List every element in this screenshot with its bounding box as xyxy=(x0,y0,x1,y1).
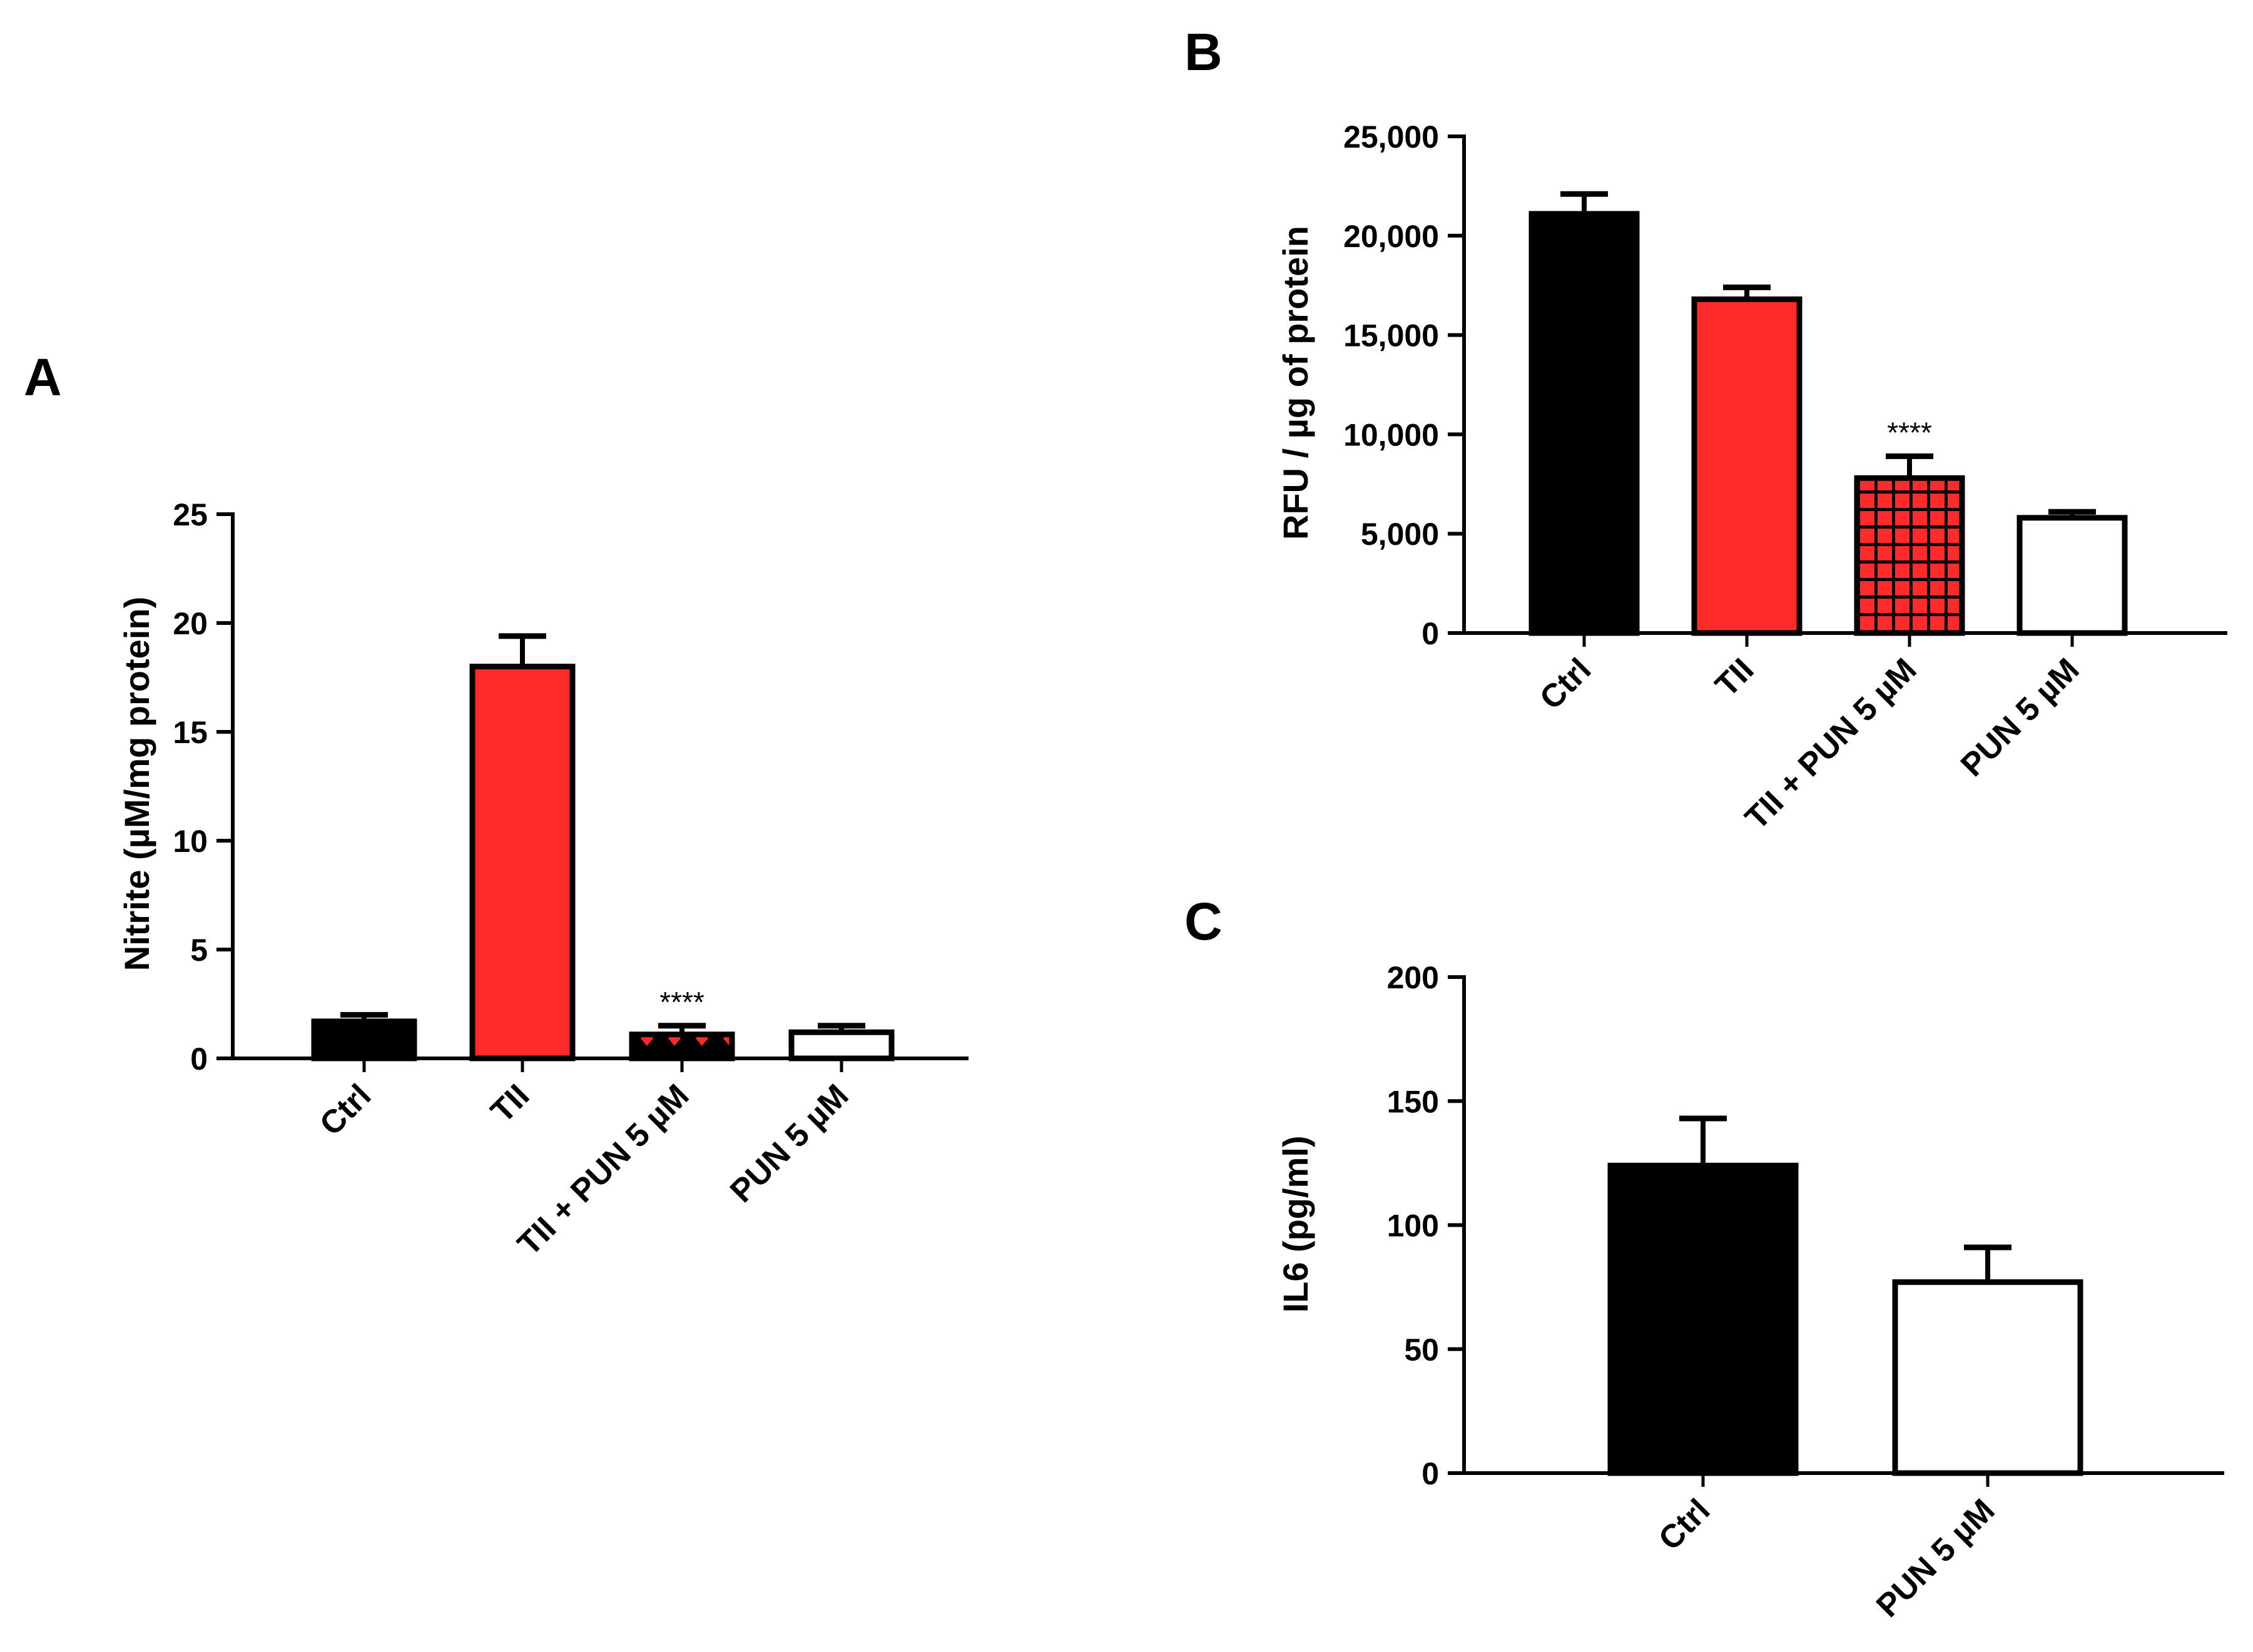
panel-label-a: A xyxy=(24,348,62,407)
panel-a-y-tick-label: 15 xyxy=(173,715,208,750)
panel-label-c: C xyxy=(1184,892,1223,951)
panel-b-category-label: TII + PUN 5 µM xyxy=(1738,651,1923,836)
panel-b-category-label: PUN 5 µM xyxy=(1954,651,2086,783)
panel-a-category-label: PUN 5 µM xyxy=(723,1077,855,1209)
panel-c-category-label: Ctrl xyxy=(1652,1492,1717,1557)
panel-a-category-label: Ctrl xyxy=(313,1077,378,1142)
panel-a-y-tick-label: 5 xyxy=(190,933,208,968)
panel-a-category-label: TII xyxy=(484,1077,537,1130)
panel-c-y-tick-label: 0 xyxy=(1421,1456,1439,1491)
panel-a-y-tick-label: 10 xyxy=(173,824,208,859)
panel-b-y-tick-label: 15,000 xyxy=(1343,318,1439,353)
panel-a-bar-pun-5-m xyxy=(788,1029,895,1062)
panel-c-y-tick-label: 200 xyxy=(1387,960,1439,995)
panel-c-y-axis-title: IL6 (pg/ml) xyxy=(1276,1135,1315,1312)
panel-b-y-tick-label: 0 xyxy=(1421,616,1439,651)
panel-a-significance-label: **** xyxy=(659,986,704,1018)
panel-c-bar-pun-5-m xyxy=(1892,1279,2083,1476)
panel-b-bar-ctrl xyxy=(1528,211,1640,636)
panel-b-bar-tii-pun-5-m xyxy=(1854,475,1965,636)
panel-b-y-tick-label: 20,000 xyxy=(1343,219,1439,254)
panel-b-y-tick-label: 25,000 xyxy=(1343,119,1439,155)
panel-b-significance-label: **** xyxy=(1887,416,1932,448)
panel-c: C IL6 (pg/ml) Ctrl PUN 5 µM 0 50 100 150 200 xyxy=(1184,892,2224,1624)
panel-c-bar-ctrl xyxy=(1607,1162,1799,1476)
panel-b-category-label: TII xyxy=(1709,651,1761,704)
panel-a-y-tick-label: 25 xyxy=(173,497,208,532)
panel-c-plot: Ctrl PUN 5 µM 0 50 100 150 200 xyxy=(1387,960,2224,1624)
panel-c-category-label: PUN 5 µM xyxy=(1869,1492,2001,1624)
panel-label-b: B xyxy=(1184,23,1223,81)
panel-b-category-label: Ctrl xyxy=(1533,651,1598,716)
panel-c-y-tick-label: 100 xyxy=(1387,1209,1439,1244)
panel-a-bar-ctrl xyxy=(311,1018,417,1062)
panel-a-y-tick-label: 0 xyxy=(190,1041,208,1077)
panel-c-y-tick-label: 150 xyxy=(1387,1084,1439,1119)
panel-b-y-tick-label: 5,000 xyxy=(1361,517,1439,552)
panel-a-category-label: TII + PUN 5 µM xyxy=(511,1077,696,1262)
panel-b-y-axis-title: RFU / µg of protein xyxy=(1276,226,1315,540)
panel-a-y-axis-title: Nitrite (µM/mg protein) xyxy=(117,597,156,971)
panel-b-bar-tii xyxy=(1691,296,1803,636)
panel-a-bar-tii xyxy=(469,664,576,1062)
panel-c-y-tick-label: 50 xyxy=(1404,1332,1439,1367)
panel-b-y-tick-label: 10,000 xyxy=(1343,417,1439,452)
panel-a-y-tick-label: 20 xyxy=(173,606,208,641)
panel-a-bar-tii-pun-5-m xyxy=(629,1031,735,1062)
panel-b-bar-pun-5-m xyxy=(2017,515,2128,636)
